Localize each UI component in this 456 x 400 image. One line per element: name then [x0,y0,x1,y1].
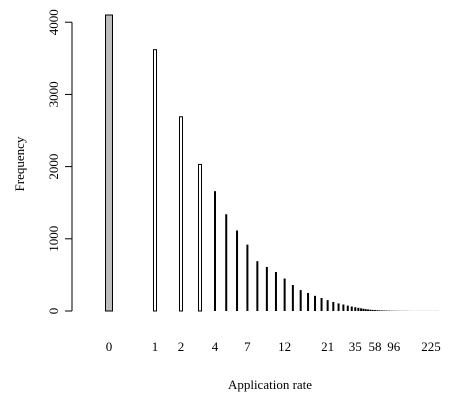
y-axis: 0 1000 2000 3000 4000 [46,9,73,315]
x-tick-label: 1 [152,339,159,354]
bar [179,116,183,312]
x-tick-labels: 0 1 2 4 7 12 21 35 58 96 225 [106,339,441,354]
x-tick-label: 96 [387,339,401,354]
bar [105,14,113,312]
x-tick-label: 2 [178,339,185,354]
x-tick-label: 21 [321,339,334,354]
x-axis-title: Application rate [228,377,312,392]
bar [198,163,202,312]
x-tick-label: 12 [278,339,291,354]
x-tick-label: 0 [106,339,113,354]
y-axis-title: Frequency [12,136,27,191]
x-tick-label: 225 [421,339,441,354]
bars-group [105,14,439,312]
y-tick-label: 2000 [46,154,61,180]
y-tick-label: 0 [46,308,61,315]
y-tick-label: 1000 [46,226,61,252]
x-tick-label: 58 [369,339,382,354]
x-tick-label: 7 [244,339,251,354]
bar [153,49,157,312]
x-tick-label: 4 [212,339,219,354]
y-tick-label: 4000 [46,9,61,35]
x-tick-label: 35 [349,339,362,354]
y-tick-label: 3000 [46,81,61,107]
